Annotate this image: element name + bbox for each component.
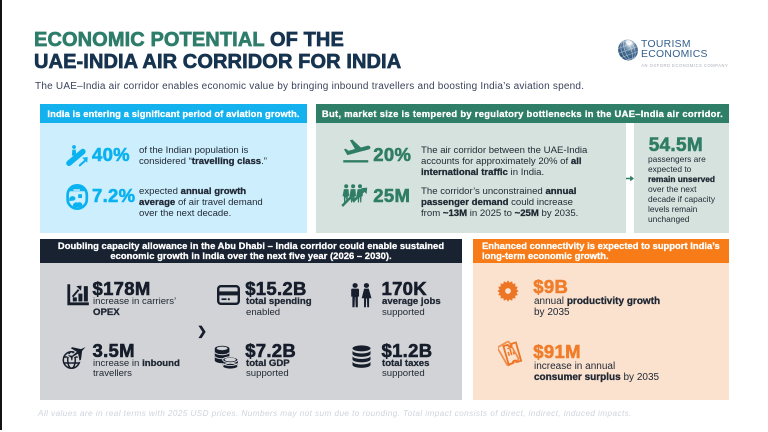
svg-text:ECONOMICS: ECONOMICS: [641, 49, 708, 60]
svg-text:TOURISM: TOURISM: [641, 39, 691, 50]
svg-text:AN OXFORD ECONOMICS COMPANY: AN OXFORD ECONOMICS COMPANY: [641, 63, 728, 68]
